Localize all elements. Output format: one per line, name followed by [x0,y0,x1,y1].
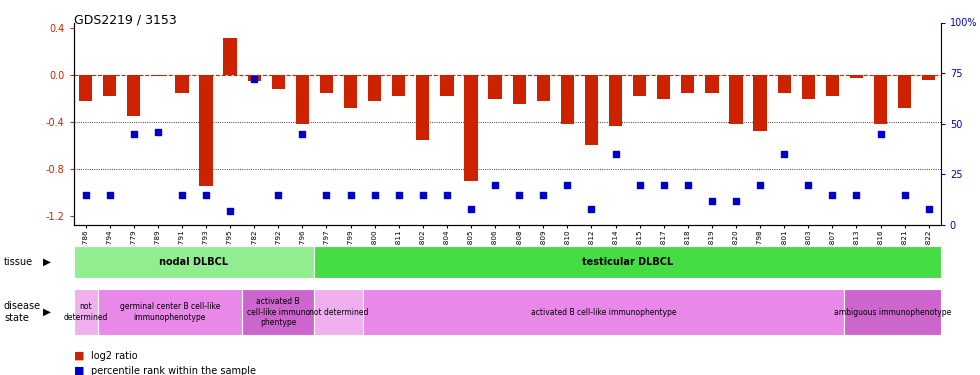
Point [704,198,719,204]
Bar [315,246,941,278]
Bar [392,75,406,96]
Bar [344,75,357,108]
Bar [681,75,695,93]
Bar [368,75,381,101]
Bar [319,75,333,93]
Bar [223,38,237,75]
Point [246,76,262,82]
Point [487,182,503,188]
Point [367,192,382,198]
Point [776,151,792,157]
Text: activated B cell-like immunophentype: activated B cell-like immunophentype [531,308,676,316]
Bar [729,75,743,124]
Point [125,131,141,137]
Point [753,182,768,188]
Bar [561,75,574,124]
Point [535,192,551,198]
Text: log2 ratio: log2 ratio [91,351,138,361]
Bar [465,75,477,180]
Bar [802,75,815,99]
Text: activated B
cell-like immuno
phentype: activated B cell-like immuno phentype [247,297,310,327]
Point [150,129,166,135]
Bar [777,75,791,93]
Point [391,192,407,198]
Point [174,192,190,198]
Bar [315,289,363,336]
Bar [658,75,670,99]
Text: ■: ■ [74,351,84,361]
Text: ▶: ▶ [43,256,51,267]
Text: not determined: not determined [309,308,368,316]
Point [102,192,118,198]
Bar [488,75,502,99]
Bar [537,75,550,101]
Text: disease
state: disease state [4,302,41,323]
Bar [754,75,766,131]
Bar [706,75,718,93]
Text: tissue: tissue [4,256,33,267]
Point [222,208,238,214]
Bar [633,75,646,96]
Text: percentile rank within the sample: percentile rank within the sample [91,366,256,375]
Bar [103,75,117,96]
Bar [296,75,309,124]
Point [512,192,527,198]
Bar [242,289,315,336]
Bar [845,289,941,336]
Bar [440,75,454,96]
Point [824,192,840,198]
Point [584,206,600,212]
Bar [248,75,261,81]
Point [295,131,311,137]
Bar [79,75,92,101]
Bar [898,75,911,108]
Point [198,192,214,198]
Text: ▶: ▶ [43,307,51,317]
Point [728,198,744,204]
Text: ■: ■ [74,366,84,375]
Bar [74,246,315,278]
Point [632,182,648,188]
Text: nodal DLBCL: nodal DLBCL [160,256,228,267]
Bar [74,289,98,336]
Text: not
determined: not determined [64,303,108,322]
Bar [98,289,242,336]
Point [560,182,575,188]
Point [873,131,889,137]
Bar [850,75,863,78]
Point [897,192,912,198]
Text: testicular DLBCL: testicular DLBCL [582,256,673,267]
Point [921,206,937,212]
Bar [585,75,598,146]
Point [464,206,479,212]
Point [849,192,864,198]
Point [680,182,696,188]
Bar [874,75,887,124]
Point [415,192,430,198]
Bar [363,289,845,336]
Text: germinal center B cell-like
immunophenotype: germinal center B cell-like immunophenot… [120,303,220,322]
Bar [271,75,285,89]
Point [77,192,93,198]
Point [270,192,286,198]
Point [343,192,359,198]
Point [439,192,455,198]
Bar [199,75,213,186]
Bar [513,75,526,104]
Text: ambiguous immunophenotype: ambiguous immunophenotype [834,308,952,316]
Point [608,151,623,157]
Point [656,182,671,188]
Bar [175,75,188,93]
Point [801,182,816,188]
Bar [151,75,165,76]
Point [318,192,334,198]
Bar [416,75,429,140]
Bar [922,75,935,80]
Bar [127,75,140,116]
Bar [609,75,622,126]
Text: GDS2219 / 3153: GDS2219 / 3153 [74,13,176,26]
Bar [826,75,839,96]
